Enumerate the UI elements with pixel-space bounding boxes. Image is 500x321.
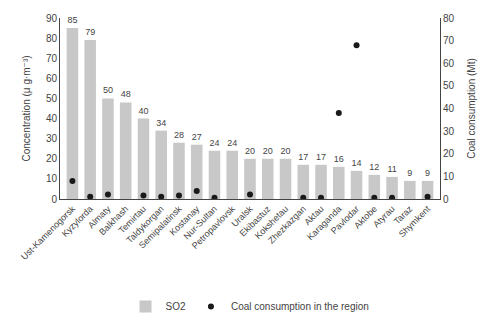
svg-text:Almaty: Almaty bbox=[86, 203, 113, 230]
svg-text:17: 17 bbox=[298, 152, 308, 162]
svg-text:85: 85 bbox=[67, 15, 77, 25]
svg-text:20: 20 bbox=[281, 146, 291, 156]
svg-text:Zhezkazgan: Zhezkazgan bbox=[266, 204, 308, 246]
svg-text:80: 80 bbox=[443, 13, 455, 24]
svg-text:Aktobe: Aktobe bbox=[352, 204, 379, 231]
svg-text:Pavlodar: Pavlodar bbox=[329, 204, 361, 236]
svg-text:Kyzylorda: Kyzylorda bbox=[60, 204, 95, 239]
svg-text:48: 48 bbox=[121, 89, 131, 99]
svg-text:Uralsk: Uralsk bbox=[229, 203, 254, 228]
svg-text:40: 40 bbox=[138, 106, 148, 116]
svg-text:16: 16 bbox=[334, 154, 344, 164]
svg-text:Coal consumption in the region: Coal consumption in the region bbox=[231, 301, 369, 312]
svg-text:SO2: SO2 bbox=[166, 301, 186, 312]
svg-text:14: 14 bbox=[352, 158, 362, 168]
svg-text:9: 9 bbox=[407, 168, 412, 178]
svg-text:79: 79 bbox=[85, 27, 95, 37]
svg-text:Ust-Kamenogorsk: Ust-Kamenogorsk bbox=[19, 203, 77, 261]
svg-text:10: 10 bbox=[46, 173, 58, 184]
svg-text:0: 0 bbox=[51, 194, 57, 205]
svg-text:50: 50 bbox=[46, 93, 58, 104]
svg-text:80: 80 bbox=[46, 33, 58, 44]
svg-text:27: 27 bbox=[192, 132, 202, 142]
svg-text:Coal consumption (Mt): Coal consumption (Mt) bbox=[466, 58, 477, 159]
svg-text:30: 30 bbox=[46, 133, 58, 144]
svg-text:Nur-Sultan: Nur-Sultan bbox=[182, 204, 219, 241]
svg-text:9: 9 bbox=[425, 168, 430, 178]
svg-text:Semipalatinsk: Semipalatinsk bbox=[137, 203, 184, 250]
svg-text:50: 50 bbox=[443, 80, 455, 91]
svg-text:34: 34 bbox=[156, 118, 166, 128]
svg-text:60: 60 bbox=[46, 73, 58, 84]
svg-text:24: 24 bbox=[209, 138, 219, 148]
svg-text:20: 20 bbox=[245, 146, 255, 156]
svg-text:0: 0 bbox=[443, 194, 449, 205]
svg-text:17: 17 bbox=[316, 152, 326, 162]
svg-text:24: 24 bbox=[227, 138, 237, 148]
svg-text:Taldykorgan: Taldykorgan bbox=[124, 204, 165, 245]
svg-text:Temirtau: Temirtau bbox=[117, 204, 148, 235]
svg-text:70: 70 bbox=[46, 53, 58, 64]
svg-text:Kokshetau: Kokshetau bbox=[253, 204, 290, 241]
svg-text:Concentration (μ g·m⁻³): Concentration (μ g·m⁻³) bbox=[21, 55, 32, 161]
svg-text:Kostanay: Kostanay bbox=[168, 203, 202, 237]
svg-text:Taraz: Taraz bbox=[392, 203, 415, 226]
svg-text:20: 20 bbox=[443, 148, 455, 159]
svg-text:30: 30 bbox=[443, 126, 455, 137]
svg-text:11: 11 bbox=[387, 164, 396, 174]
svg-text:12: 12 bbox=[369, 162, 379, 172]
svg-text:10: 10 bbox=[443, 171, 455, 182]
svg-text:70: 70 bbox=[443, 35, 455, 46]
svg-text:20: 20 bbox=[46, 153, 58, 164]
svg-text:Karaganda: Karaganda bbox=[305, 204, 343, 242]
svg-text:60: 60 bbox=[443, 58, 455, 69]
svg-text:Aktau: Aktau bbox=[302, 204, 325, 227]
svg-text:40: 40 bbox=[443, 103, 455, 114]
svg-text:50: 50 bbox=[103, 85, 113, 95]
svg-text:40: 40 bbox=[46, 113, 58, 124]
svg-text:90: 90 bbox=[46, 13, 58, 24]
svg-text:20: 20 bbox=[263, 146, 273, 156]
svg-text:Petropavlovsk: Petropavlovsk bbox=[190, 203, 237, 250]
svg-text:Atyrau: Atyrau bbox=[371, 204, 396, 229]
svg-text:Ekibastuz: Ekibastuz bbox=[238, 203, 273, 238]
svg-text:Balkhash: Balkhash bbox=[97, 204, 130, 237]
svg-text:28: 28 bbox=[174, 130, 184, 140]
svg-text:Shymkent: Shymkent bbox=[397, 203, 433, 239]
